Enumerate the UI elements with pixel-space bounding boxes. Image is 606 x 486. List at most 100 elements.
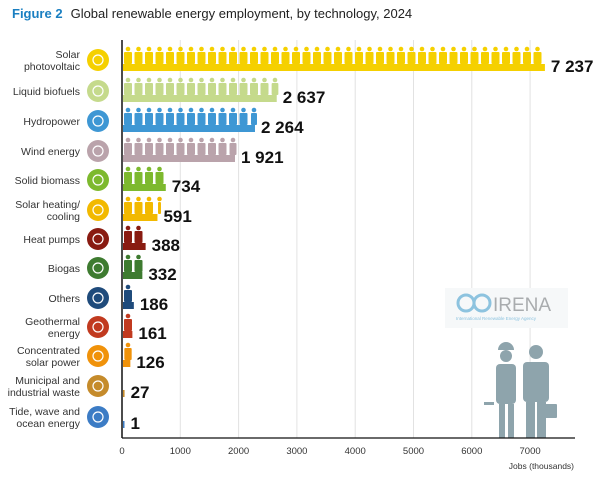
x-axis-label: Jobs (thousands)	[509, 461, 574, 471]
person-icon	[157, 196, 162, 202]
trash-bin-icon	[87, 375, 109, 397]
data-label: 186	[140, 295, 168, 314]
data-label: 332	[148, 265, 176, 284]
person-icon	[262, 77, 267, 83]
bar	[123, 421, 125, 428]
person-icon	[188, 107, 194, 113]
person-icon	[188, 77, 194, 83]
bar	[123, 184, 166, 191]
category-label: Heat pumps	[23, 234, 80, 246]
person-icon	[157, 46, 162, 52]
category-label: industrial waste	[8, 387, 81, 399]
category-label: Liquid biofuels	[13, 86, 80, 98]
person-icon	[514, 46, 519, 52]
person-icon	[157, 77, 162, 83]
category-label: energy	[48, 328, 81, 340]
category-label: photovoltaic	[24, 61, 80, 73]
person-icon	[146, 46, 152, 52]
person-icon	[241, 46, 246, 52]
x-tick-label: 2000	[228, 446, 249, 457]
bar	[123, 95, 277, 102]
person-icon	[125, 137, 131, 143]
person-icon	[503, 46, 509, 52]
person-icon	[220, 77, 225, 83]
person-icon	[272, 46, 278, 52]
person-icon	[209, 107, 215, 113]
data-label: 126	[136, 353, 164, 372]
person-icon	[482, 46, 488, 52]
sun-icon	[87, 49, 109, 71]
person-icon	[167, 77, 173, 83]
bar-row: Biogas 332	[48, 254, 177, 284]
person-icon	[136, 166, 141, 172]
wave-icon	[87, 406, 109, 428]
category-label: Solid biomass	[15, 175, 80, 187]
water-drop-icon	[87, 110, 109, 132]
person-icon	[241, 107, 246, 113]
person-icon	[199, 46, 204, 52]
bar	[123, 331, 133, 338]
data-label: 734	[172, 177, 201, 196]
person-icon	[167, 46, 173, 52]
x-tick-label: 4000	[345, 446, 366, 457]
bar	[123, 214, 158, 221]
category-label: Tide, wave and	[9, 406, 80, 418]
person-icon	[251, 77, 257, 83]
person-icon	[199, 107, 204, 113]
person-icon	[398, 46, 404, 52]
person-icon	[125, 107, 131, 113]
category-label: Concentrated	[17, 345, 80, 357]
person-icon	[188, 137, 194, 143]
person-icon	[293, 46, 299, 52]
data-label: 7 237	[551, 57, 594, 76]
person-icon	[209, 46, 215, 52]
person-icon	[146, 107, 152, 113]
data-label: 1	[131, 414, 140, 433]
person-icon	[157, 107, 162, 113]
bar	[123, 302, 134, 309]
person-icon	[409, 46, 414, 52]
data-label: 161	[138, 324, 166, 343]
person-icon	[325, 46, 330, 52]
bar	[123, 360, 131, 367]
title-text: Global renewable energy employment, by t…	[70, 6, 413, 21]
person-icon	[535, 46, 540, 52]
person-icon	[367, 46, 372, 52]
person-icon	[125, 342, 131, 348]
bar	[123, 155, 235, 162]
data-label: 27	[131, 383, 150, 402]
person-icon	[493, 46, 498, 52]
logo-subtitle: International Renewable Energy Agency	[456, 316, 537, 321]
x-tick-label: 0	[119, 446, 124, 457]
person-icon	[125, 196, 131, 202]
person-icon	[125, 313, 131, 319]
person-icon	[209, 137, 215, 143]
person-icon	[178, 77, 183, 83]
person-icon	[136, 107, 141, 113]
bar	[123, 272, 143, 279]
category-label: solar power	[26, 357, 81, 369]
figure-label: Figure 2	[12, 6, 63, 21]
volcano-icon	[87, 316, 109, 338]
bar	[123, 243, 146, 250]
hard-hat	[498, 342, 514, 350]
category-label: Municipal and	[15, 375, 80, 387]
person-icon	[304, 46, 309, 52]
person-icon	[430, 46, 435, 52]
person-icon	[220, 137, 225, 143]
person-icon	[419, 46, 425, 52]
person-icon	[230, 137, 236, 143]
globe-icon	[472, 293, 492, 313]
bar-row: Solar heating/cooling 591	[15, 196, 192, 226]
data-label: 388	[152, 236, 180, 255]
person-icon	[241, 77, 246, 83]
bar-row: Liquid biofuels 2 637	[13, 77, 325, 107]
person-icon	[209, 77, 215, 83]
person-icon	[167, 107, 173, 113]
person-icon	[335, 46, 341, 52]
person-icon	[136, 46, 141, 52]
person-icon	[167, 137, 173, 143]
